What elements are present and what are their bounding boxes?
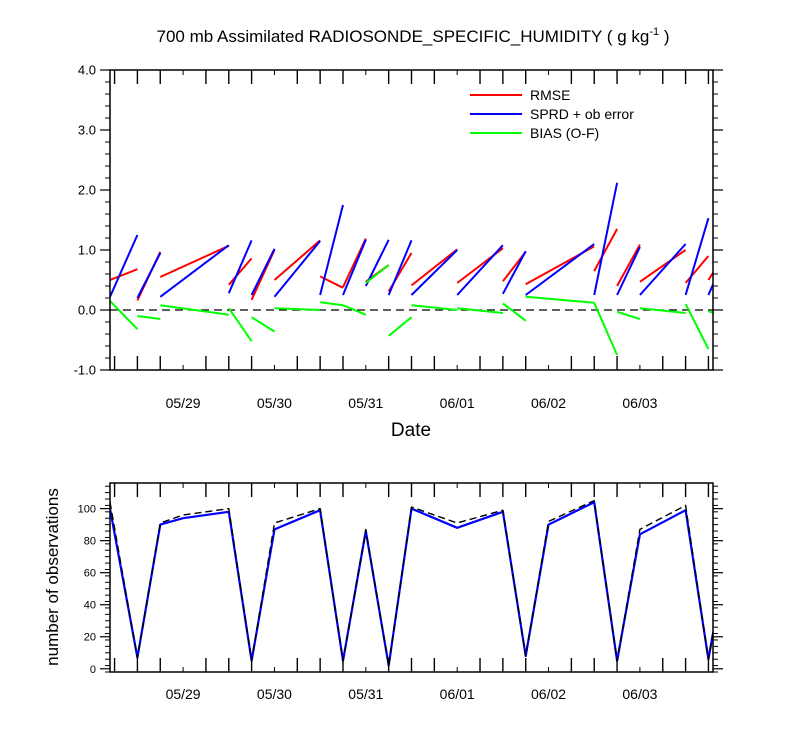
bottom-plot-frame bbox=[109, 482, 714, 673]
bottom-y-tick-label: 40 bbox=[84, 600, 96, 612]
top-y-tick-label: 3.0 bbox=[78, 123, 96, 138]
bottom-x-tick-label: 06/01 bbox=[440, 686, 475, 702]
sprd-segment bbox=[250, 248, 276, 296]
rmse-segment bbox=[410, 248, 458, 287]
top-y-tick-label: 1.0 bbox=[78, 243, 96, 258]
bias-segment bbox=[251, 316, 276, 333]
bottom-x-tick-label: 06/02 bbox=[531, 686, 566, 702]
bias-segment bbox=[502, 302, 527, 322]
bias-segment bbox=[342, 304, 367, 316]
rmse-segment bbox=[228, 257, 253, 286]
legend-bias-label: BIAS (O-F) bbox=[530, 125, 599, 141]
sprd-segment bbox=[456, 244, 504, 296]
sprd-segment bbox=[754, 245, 777, 299]
top-x-tick-label: 06/03 bbox=[622, 395, 657, 411]
bias-segment bbox=[110, 300, 139, 330]
sprd-segment bbox=[684, 217, 710, 296]
top-y-tick-label: 4.0 bbox=[78, 63, 96, 78]
bottom-y-axis-label: number of observations bbox=[43, 488, 62, 666]
rmse-segment bbox=[707, 271, 713, 281]
bias-segment bbox=[616, 310, 641, 320]
legend-sprd-label: SPRD + ob error bbox=[530, 106, 634, 122]
sprd-segment bbox=[110, 234, 139, 298]
rmse-segment bbox=[684, 255, 710, 284]
top-x-tick-label: 05/29 bbox=[166, 395, 201, 411]
sprd-segment bbox=[639, 243, 687, 296]
bias-segment bbox=[731, 303, 754, 370]
rmse-segment bbox=[616, 244, 641, 287]
bottom-y-axis: 0 20 40 60 80 100 bbox=[78, 485, 723, 676]
top-x-axis: 05/29 05/30 05/31 06/01 06/02 06/03 bbox=[113, 70, 710, 411]
top-series-group bbox=[110, 182, 777, 370]
sprd-segment bbox=[525, 243, 595, 296]
rmse-segment bbox=[593, 228, 618, 272]
bias-segment bbox=[525, 295, 595, 304]
sprd-segment bbox=[364, 239, 390, 287]
rmse-segment bbox=[159, 244, 230, 278]
top-x-tick-label: 06/02 bbox=[531, 395, 566, 411]
sprd-segment bbox=[502, 250, 527, 295]
top-x-tick-label: 06/01 bbox=[440, 395, 475, 411]
sprd-segment bbox=[731, 238, 754, 295]
sprd-segment bbox=[159, 244, 230, 298]
top-x-axis-label: Date bbox=[391, 420, 431, 441]
top-y-tick-label: -1.0 bbox=[74, 363, 96, 378]
possible-observations-line bbox=[110, 499, 713, 667]
sprd-segment bbox=[593, 182, 619, 296]
bias-segment bbox=[388, 316, 413, 337]
bottom-x-axis: 05/29 05/30 05/31 06/01 06/02 06/03 bbox=[113, 483, 710, 702]
top-x-tick-label: 05/30 bbox=[257, 395, 292, 411]
top-chart-title: 700 mb Assimilated RADIOSONDE_SPECIFIC_H… bbox=[157, 26, 670, 46]
rmse-segment bbox=[639, 249, 687, 283]
bias-segment bbox=[411, 304, 458, 311]
rmse-segment bbox=[110, 268, 138, 281]
bottom-y-tick-label: 0 bbox=[90, 664, 96, 676]
sprd-segment bbox=[136, 252, 162, 299]
bias-segment bbox=[365, 264, 390, 284]
sprd-segment bbox=[410, 249, 458, 296]
bias-segment bbox=[684, 303, 710, 350]
bottom-series-group bbox=[110, 499, 713, 667]
bias-segment bbox=[160, 304, 229, 316]
top-y-axis: -1.0 0.0 1.0 2.0 3.0 4.0 bbox=[74, 63, 723, 378]
bottom-x-tick-label: 05/31 bbox=[348, 686, 383, 702]
rmse-segment bbox=[731, 238, 754, 274]
top-x-tick-label: 05/31 bbox=[348, 395, 383, 411]
bias-segment bbox=[639, 307, 686, 314]
sprd-segment bbox=[342, 239, 367, 296]
bias-segment bbox=[319, 301, 344, 307]
bottom-x-tick-label: 05/29 bbox=[166, 686, 201, 702]
top-legend: RMSE SPRD + ob error BIAS (O-F) bbox=[470, 87, 634, 141]
bottom-y-tick-label: 60 bbox=[84, 568, 96, 580]
rmse-segment bbox=[754, 257, 777, 303]
bias-segment bbox=[708, 310, 713, 314]
bias-segment bbox=[274, 307, 321, 311]
sprd-segment bbox=[616, 246, 641, 296]
sprd-segment bbox=[387, 240, 413, 296]
sprd-segment bbox=[227, 240, 253, 294]
top-plot-frame bbox=[109, 69, 714, 371]
bias-segment bbox=[593, 302, 619, 356]
bottom-y-tick-label: 100 bbox=[78, 504, 96, 516]
bottom-x-tick-label: 05/30 bbox=[257, 686, 292, 702]
sprd-segment bbox=[707, 282, 713, 296]
bottom-y-tick-label: 80 bbox=[84, 536, 96, 548]
top-y-tick-label: 0.0 bbox=[78, 303, 96, 318]
sprd-segment bbox=[273, 240, 321, 298]
bias-segment bbox=[227, 307, 253, 342]
rmse-segment bbox=[273, 239, 321, 281]
bias-segment bbox=[137, 315, 161, 320]
bias-segment bbox=[457, 307, 504, 314]
sprd-segment bbox=[319, 204, 344, 296]
legend-rmse-label: RMSE bbox=[530, 87, 570, 103]
top-y-tick-label: 2.0 bbox=[78, 183, 96, 198]
assimilated-observations-line bbox=[110, 501, 713, 667]
bottom-y-tick-label: 20 bbox=[84, 632, 96, 644]
bottom-x-tick-label: 06/03 bbox=[622, 686, 657, 702]
bias-segment bbox=[754, 317, 777, 321]
